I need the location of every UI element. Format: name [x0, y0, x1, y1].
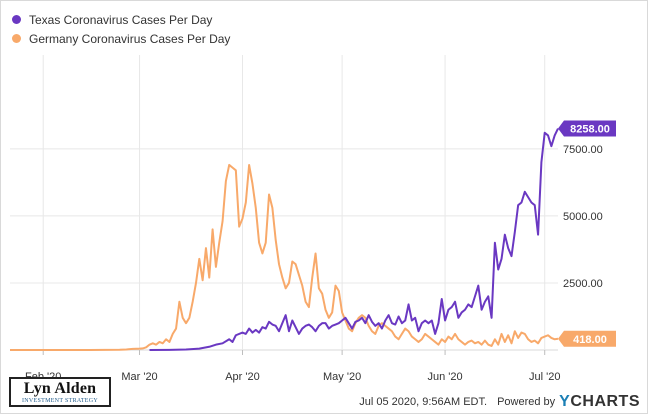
ycharts-logo-text: CHARTS: [570, 393, 640, 410]
legend-item-germany[interactable]: Germany Coronavirus Cases Per Day: [12, 29, 230, 48]
end-value-tag-background: [558, 120, 616, 137]
end-value-tag-background: [558, 330, 616, 347]
y-tick-label: 7500.00: [563, 144, 603, 156]
lyn-alden-logo: Lyn Alden INVESTMENT STRATEGY: [9, 377, 111, 407]
end-value-tag-texas: 8258.00: [558, 120, 616, 137]
legend-marker-germany: [12, 34, 21, 43]
x-tick-label: May '20: [323, 371, 361, 383]
x-tick-label: Mar '20: [121, 371, 157, 383]
ycharts-logo[interactable]: YCHARTS: [559, 393, 640, 411]
end-value-label: 418.00: [573, 334, 607, 346]
series-line-texas: [149, 128, 559, 351]
powered-by-text: Powered by: [497, 396, 556, 408]
legend-item-texas[interactable]: Texas Coronavirus Cases Per Day: [12, 10, 230, 29]
legend-marker-texas: [12, 15, 21, 24]
legend-label-germany: Germany Coronavirus Cases Per Day: [29, 31, 231, 46]
end-value-tag-germany: 418.00: [558, 330, 616, 347]
x-tick-label: Apr '20: [225, 371, 260, 383]
chart-legend: Texas Coronavirus Cases Per Day Germany …: [12, 10, 230, 48]
logo-tagline: INVESTMENT STRATEGY: [21, 398, 99, 404]
chart-footer: Jul 05 2020, 9:56AM EDT. Powered by YCHA…: [359, 393, 640, 411]
series-line-germany: [10, 163, 559, 351]
end-value-label: 8258.00: [570, 124, 610, 136]
logo-name: Lyn Alden: [23, 380, 97, 397]
y-tick-label: 2500.00: [563, 278, 603, 290]
x-tick-label: Jul '20: [529, 371, 560, 383]
legend-label-texas: Texas Coronavirus Cases Per Day: [29, 12, 213, 27]
x-tick-label: Jun '20: [428, 371, 463, 383]
footer-timestamp: Jul 05 2020, 9:56AM EDT.: [359, 396, 488, 408]
ycharts-logo-y: Y: [559, 393, 571, 410]
y-tick-label: 5000.00: [563, 211, 603, 223]
